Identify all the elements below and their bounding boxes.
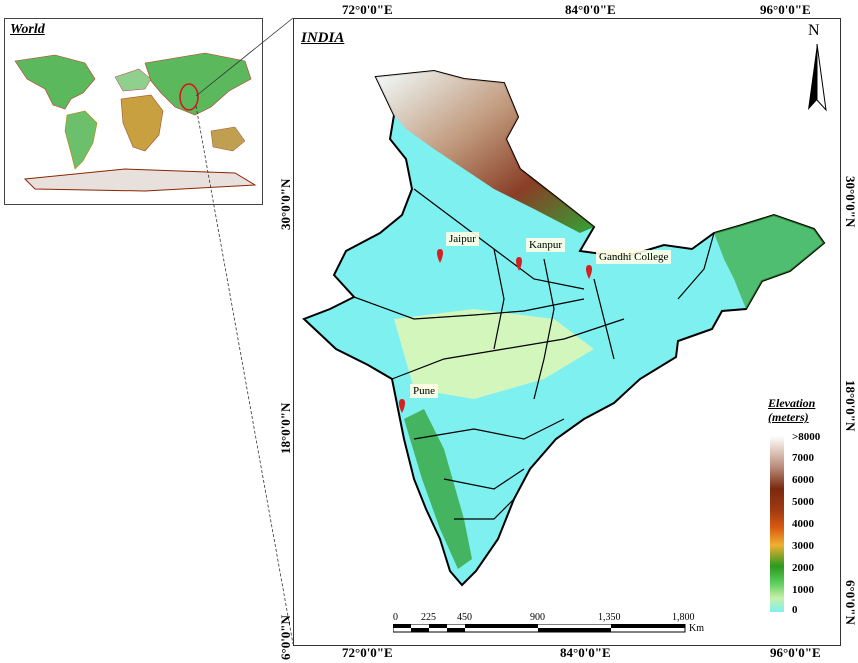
legend-tick: 2000 [792,562,814,574]
pune-marker [399,399,405,413]
jaipur-marker [437,249,443,263]
western-ghats [404,409,472,569]
city-label-pune: Pune [410,384,438,398]
central-plateau [394,309,594,399]
top-tick-84e: 84°0'0"E [565,2,616,17]
city-label-gandhi-college: Gandhi College [596,250,672,264]
scale-label: 1,800 [672,612,695,623]
north-america [14,54,96,110]
legend-tick: 7000 [792,452,814,464]
scale-unit: Km [689,623,704,634]
state-borders [353,188,715,520]
scale-label: 1,350 [598,612,621,623]
legend-tick: 1000 [792,584,814,596]
legend-tick: 5000 [792,496,814,508]
left-tick-18n: 18°0'0"N [278,402,293,454]
legend-tick: 0 [792,604,798,616]
bottom-tick-96e: 96°0'0"E [770,645,821,660]
top-tick-72e: 72°0'0"E [342,2,393,17]
inset-title: World [10,22,45,37]
city-markers [399,249,592,413]
right-tick-6n: 6°0'0"N [843,580,858,625]
legend-title-line2: (meters) [768,410,809,424]
kanpur-marker [516,257,522,271]
scale-label: 450 [457,612,472,623]
india-highlight [179,83,199,111]
himalaya-region [376,71,594,233]
map-title: INDIA [301,30,345,46]
legend-title: Elevation (meters) [768,396,815,424]
scale-label: 0 [393,612,398,623]
legend-title-line1: Elevation [768,396,816,410]
northeast-hills [714,215,824,309]
left-tick-30n: 30°0'0"N [278,178,293,230]
legend-tick: 4000 [792,518,814,530]
bottom-tick-72e: 72°0'0"E [342,645,393,660]
right-tick-18n: 18°0'0"N [843,380,858,432]
australia [210,126,246,152]
africa [120,94,164,152]
city-label-jaipur: Jaipur [446,232,479,246]
right-tick-30n: 30°0'0"N [843,176,858,228]
top-tick-96e: 96°0'0"E [760,2,811,17]
scale-bar [393,624,686,633]
india-map [302,69,826,587]
north-arrow-icon [808,44,827,112]
south-america [64,110,98,170]
left-tick-6n: 6°0'0"N [278,615,293,660]
asia [144,52,252,116]
gandhi-college-marker [586,265,592,279]
world-map [14,52,257,192]
europe [114,68,152,92]
antarctica [23,168,257,192]
scale-label: 900 [530,612,545,623]
scale-label: 225 [421,612,436,623]
main-map-frame [293,18,841,646]
elevation-color-ramp [770,436,784,612]
north-label: N [808,22,820,39]
legend-tick: >8000 [792,431,821,443]
legend-tick: 3000 [792,540,814,552]
legend-tick: 6000 [792,474,814,486]
world-inset [4,18,263,205]
bottom-tick-84e: 84°0'0"E [560,645,611,660]
city-label-kanpur: Kanpur [526,238,565,252]
